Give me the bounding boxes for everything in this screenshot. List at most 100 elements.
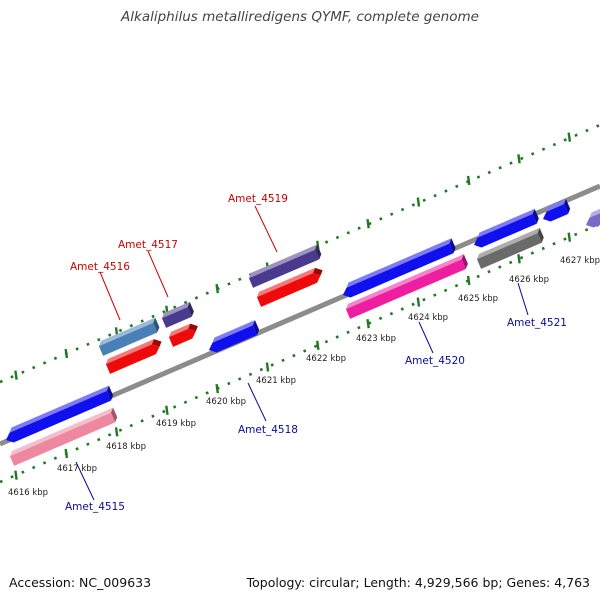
feature-front-face [586, 208, 600, 228]
scale-label-4621: 4621 kbp [256, 376, 296, 386]
feature-front-face [248, 249, 320, 288]
scale-label-4617: 4617 kbp [57, 464, 97, 474]
feature-side-face [252, 320, 260, 336]
feature-front-face [209, 325, 258, 353]
tick-mark [64, 448, 69, 459]
tick-mark [416, 197, 421, 207]
feature-side-face [188, 323, 198, 332]
gene-amet-4516-box [98, 317, 160, 356]
feature-front-face [105, 344, 160, 374]
tick-mark [517, 154, 521, 164]
leader-amet-4521 [517, 282, 529, 316]
gene-label-amet-4521: Amet_4521 [507, 317, 567, 329]
feature-top-face [168, 323, 191, 338]
tick-marks-lower [14, 232, 572, 480]
feature-front-face [161, 307, 192, 328]
tick-mark [366, 319, 370, 329]
feature-side-face [532, 208, 539, 224]
tick-mark [316, 340, 320, 351]
gene-amet-4519-box [248, 244, 322, 288]
tick-mark [366, 219, 370, 229]
scale-label-4624: 4624 kbp [408, 313, 448, 323]
feature-top-face [345, 254, 464, 310]
gene-amet-4519-arrow [256, 267, 323, 307]
feature-side-face [537, 227, 544, 243]
feature-front-face [474, 214, 537, 248]
tick-mark [64, 348, 69, 359]
leader-amet-4515 [75, 461, 95, 501]
gene-label-amet-4518: Amet_4518 [238, 424, 298, 436]
tick-mark [165, 405, 169, 415]
gene-labels: Amet_4516 Amet_4517 Amet_4519 Amet_4515 … [65, 193, 567, 513]
scale-label-4619: 4619 kbp [156, 419, 196, 429]
tick-mark [466, 175, 471, 186]
tick-mark [14, 370, 18, 380]
feature-side-face [312, 267, 323, 276]
topology-text: Topology: circular; Length: 4,929,566 bp… [246, 575, 590, 590]
feature-side-face [110, 407, 118, 423]
feature-front-face [168, 328, 196, 347]
scale-label-4620: 4620 kbp [206, 397, 246, 407]
gene-label-amet-4520: Amet_4520 [405, 355, 465, 367]
feature-front-face [98, 322, 158, 356]
tick-mark [567, 232, 572, 242]
gene-amet-4520-box [345, 254, 468, 319]
gene-amet-4517-arrow [168, 323, 198, 347]
leader-amet-4519 [254, 205, 278, 253]
feature-side-face [461, 254, 468, 270]
tick-mark [14, 470, 18, 480]
feature-side-face [106, 385, 114, 401]
scale-label-4616: 4616 kbp [8, 488, 48, 498]
leader-amet-4518 [247, 382, 267, 422]
scale-label-4626: 4626 kbp [509, 275, 549, 285]
gene-amet-4515-upper-arrow [6, 385, 114, 443]
tick-mark [517, 254, 521, 264]
feature-top-face [346, 238, 452, 288]
feature-top-face [476, 227, 540, 260]
feature-top-face [9, 385, 109, 433]
accession-text: Accession: NC_009633 [9, 575, 152, 590]
gene-amet-4520-arrow [343, 238, 456, 298]
feature-top-face [98, 317, 156, 347]
feature-side-face [187, 301, 194, 317]
scale-label-4618: 4618 kbp [106, 442, 146, 452]
gene-label-amet-4519: Amet_4519 [228, 193, 288, 205]
feature-front-face [6, 390, 111, 443]
feature-front-face [476, 233, 542, 269]
feature-top-face [161, 301, 190, 319]
feature-top-face [477, 208, 535, 238]
feature-top-face [256, 267, 316, 298]
tick-mark [567, 132, 572, 142]
feature-top-face [212, 320, 255, 343]
feature-top-face [248, 244, 318, 279]
feature-top-face [546, 199, 566, 212]
feature-side-face [315, 244, 322, 260]
feature-front-face [543, 204, 569, 222]
gene-label-leaders [75, 205, 529, 501]
map-title: Alkaliphilus metalliredigens QYMF, compl… [121, 9, 479, 25]
gene-label-amet-4515: Amet_4515 [65, 501, 125, 513]
scale-label-4622: 4622 kbp [306, 354, 346, 364]
gene-amet-4518-arrow [209, 320, 260, 353]
gene-arrow-right-2 [586, 203, 600, 228]
gene-amet-4515-box [9, 407, 118, 466]
gene-amet-4517-box [161, 301, 194, 328]
gene-amet-4516-arrow [105, 339, 162, 374]
feature-top-face [105, 339, 154, 365]
feature-front-face [256, 273, 321, 307]
dotted-track-lower [0, 222, 600, 484]
leader-amet-4520 [418, 321, 434, 354]
feature-front-face [343, 243, 454, 298]
leader-amet-4517 [147, 250, 169, 298]
gene-amet-4521-box [476, 227, 544, 269]
tick-mark [215, 283, 219, 294]
tick-mark [416, 297, 421, 307]
feature-top-face [589, 203, 600, 218]
tick-mark [265, 362, 270, 372]
gene-amet-4521-arrow [474, 208, 539, 248]
scale-labels: 4616 kbp 4617 kbp 4618 kbp 4619 kbp 4620… [8, 256, 600, 498]
scale-label-4623: 4623 kbp [356, 334, 396, 344]
feature-front-face [345, 259, 466, 319]
feature-top-face [9, 407, 114, 457]
